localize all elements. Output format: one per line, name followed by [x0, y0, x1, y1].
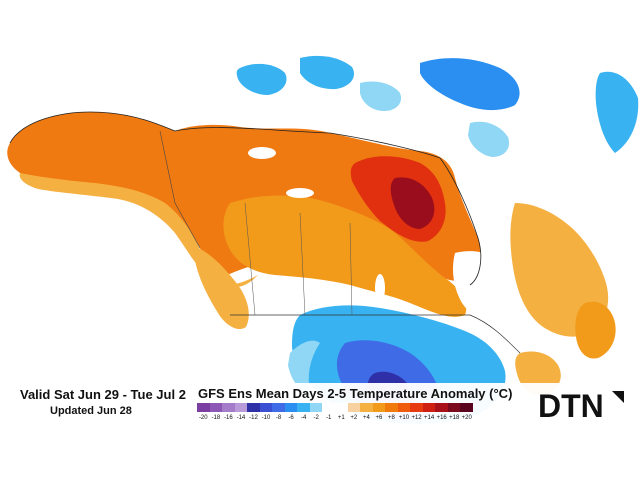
legend-tick-label: -8: [275, 415, 282, 421]
legend-swatch: [309, 403, 323, 412]
legend-swatch: [234, 403, 248, 412]
legend-swatch: [259, 403, 273, 412]
warm-anomaly-central: [223, 195, 467, 317]
coastline-arctic: [174, 127, 441, 159]
legend-tick-label: -16: [224, 415, 233, 421]
updated-date: Updated Jun 28: [50, 405, 132, 417]
legend-swatch: [372, 403, 386, 412]
legend-swatch: [335, 403, 348, 412]
border-alaska-yukon: [159, 130, 201, 249]
province-border-3: [349, 222, 353, 316]
legend-tick-label: +20: [461, 415, 472, 421]
legend-tick-label: -4: [300, 415, 307, 421]
legend-swatch: [347, 403, 361, 412]
legend-swatch: [284, 403, 298, 412]
warm-anomaly-bc: [194, 248, 249, 330]
legend-swatch: [410, 403, 423, 412]
warm-anomaly-newfoundland: [575, 301, 616, 359]
coastline-alaska: [9, 111, 176, 144]
great-bear-lake: [248, 147, 276, 159]
legend-tick-label: -20: [198, 415, 208, 421]
legend-tick-label: +8: [388, 415, 395, 421]
legend-swatch: [297, 403, 310, 412]
valid-dates: Valid Sat Jun 29 - Tue Jul 2: [20, 387, 186, 402]
lake-winnipeg: [375, 274, 385, 302]
cold-anomaly-arctic-5: [360, 81, 402, 111]
legend-tick-label: -14: [236, 415, 246, 421]
legend-tick-label: -1: [326, 415, 332, 421]
dtn-logo: DTN: [538, 388, 624, 423]
legend-swatch: [422, 403, 436, 412]
legend-swatch: [360, 403, 373, 412]
legend-tick-label: -2: [313, 415, 319, 421]
anomaly-map: [0, 53, 640, 425]
legend-swatch: [197, 403, 210, 412]
cold-anomaly-arctic-2: [300, 55, 355, 90]
cold-anomaly-arctic-3: [420, 58, 520, 111]
legend-swatch: [435, 403, 448, 412]
legend-tick-label: +14: [424, 415, 435, 421]
dtn-logo-mark: [612, 391, 624, 403]
legend-swatch: [385, 403, 398, 412]
legend-tick-label: +1: [337, 415, 345, 421]
legend-swatch: [447, 403, 461, 412]
dtn-logo-text: DTN: [538, 388, 604, 423]
border-us-canada: [230, 314, 521, 354]
legend-swatch: [397, 403, 411, 412]
legend-bar: Valid Sat Jun 29 - Tue Jul 2 Updated Jun…: [0, 383, 640, 425]
color-scale: [197, 403, 474, 412]
cold-anomaly-arctic-4: [468, 121, 510, 157]
cold-anomaly-greenland: [595, 71, 639, 153]
legend-swatch: [209, 403, 223, 412]
product-title: GFS Ens Mean Days 2-5 Temperature Anomal…: [198, 386, 513, 401]
legend-swatch: [272, 403, 285, 412]
great-slave-lake: [286, 188, 314, 198]
legend-tick-label: +18: [449, 415, 460, 421]
province-border-1: [244, 202, 256, 316]
hottest-core-hudson: [390, 177, 435, 229]
warm-anomaly-quebec: [510, 203, 609, 337]
scale-ticks: -20 -18 -16 -14 -12 -10 -8 -6 -4 -2 -1 +1 +2 +4 +6 +8 +1…: [197, 413, 473, 423]
legend-tick-label: +2: [350, 415, 358, 421]
legend-tick-label: +16: [436, 415, 447, 421]
legend-tick-label: +6: [375, 415, 383, 421]
map-frame: [0, 53, 640, 425]
legend-tick-label: -18: [211, 415, 221, 421]
legend-swatch: [460, 403, 474, 412]
legend-swatch: [322, 403, 336, 412]
legend-swatch: [247, 403, 260, 412]
legend-tick-label: -10: [261, 415, 271, 421]
legend-swatch: [222, 403, 235, 412]
legend-tick-label: +10: [398, 415, 410, 421]
hudson-bay-outline: [439, 157, 482, 286]
legend-tick-label: -12: [249, 415, 258, 421]
legend-tick-label: -6: [288, 415, 294, 421]
cold-anomaly-arctic-1: [236, 63, 287, 95]
neutral-zone-south-hudson: [452, 251, 507, 318]
province-border-2: [299, 212, 306, 316]
legend-tick-label: +4: [362, 415, 370, 421]
legend-tick-label: +12: [411, 415, 422, 421]
